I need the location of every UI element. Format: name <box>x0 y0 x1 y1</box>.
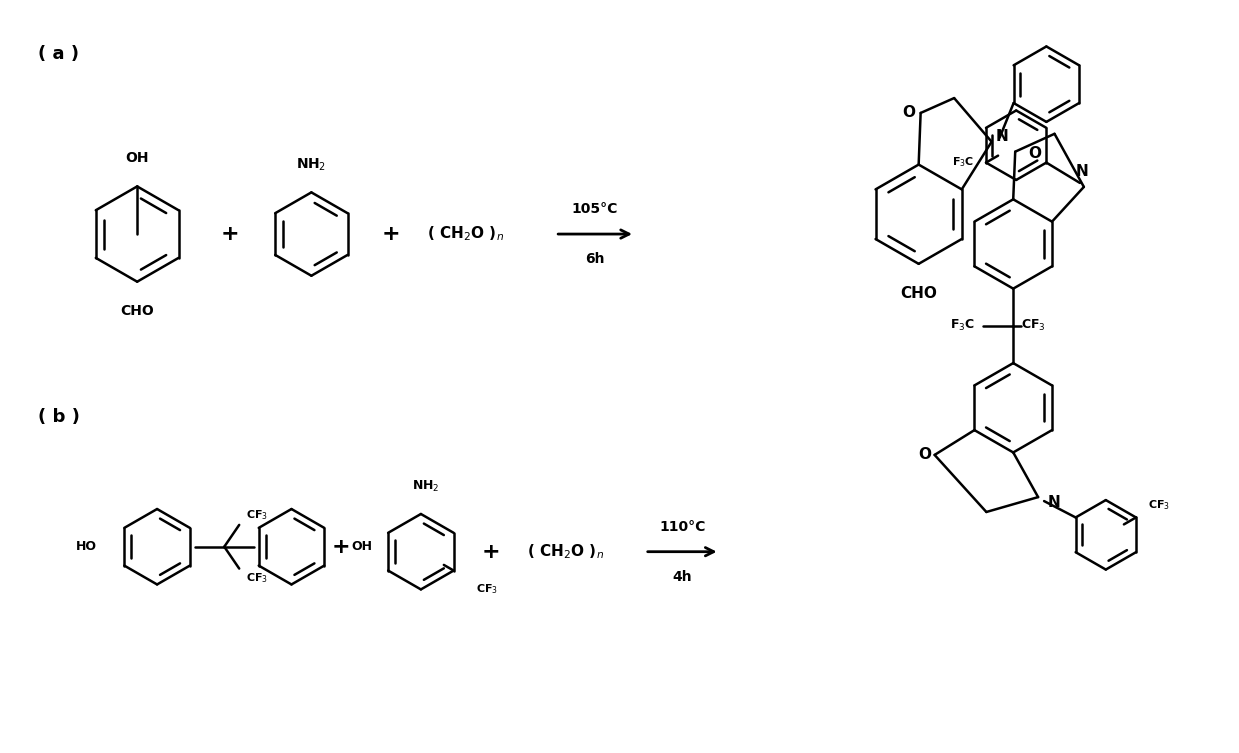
Text: NH$_2$: NH$_2$ <box>296 156 327 172</box>
Text: ( a ): ( a ) <box>37 45 78 63</box>
Text: N: N <box>1075 164 1088 179</box>
Text: CF$_3$: CF$_3$ <box>1147 498 1170 513</box>
Text: CF$_3$: CF$_3$ <box>1021 319 1046 334</box>
Text: CF$_3$: CF$_3$ <box>247 508 269 522</box>
Text: CHO: CHO <box>901 285 937 300</box>
Text: ( CH$_2$O )$_n$: ( CH$_2$O )$_n$ <box>527 542 603 561</box>
Text: NH$_2$: NH$_2$ <box>413 479 440 494</box>
Text: OH: OH <box>125 151 149 165</box>
Text: N: N <box>995 130 1009 145</box>
Text: +: + <box>481 541 499 562</box>
Text: F$_3$C: F$_3$C <box>950 319 975 334</box>
Text: CHO: CHO <box>120 303 154 318</box>
Text: O: O <box>902 105 916 120</box>
Text: 4h: 4h <box>673 569 693 584</box>
Text: +: + <box>382 224 400 244</box>
Text: CF$_3$: CF$_3$ <box>476 583 498 596</box>
Text: ( b ): ( b ) <box>37 408 79 425</box>
Text: 6h: 6h <box>585 252 605 266</box>
Text: O: O <box>1028 146 1041 161</box>
Text: CF$_3$: CF$_3$ <box>247 572 269 585</box>
Text: HO: HO <box>77 540 98 553</box>
Text: F$_3$C: F$_3$C <box>952 156 974 169</box>
Text: 110°C: 110°C <box>659 520 705 534</box>
Text: +: + <box>332 537 351 556</box>
Text: OH: OH <box>351 540 372 553</box>
Text: N: N <box>1048 495 1061 510</box>
Text: ( CH$_2$O )$_n$: ( CH$_2$O )$_n$ <box>427 224 504 243</box>
Text: 105°C: 105°C <box>572 203 618 216</box>
Text: O: O <box>918 447 932 462</box>
Text: +: + <box>221 224 239 244</box>
